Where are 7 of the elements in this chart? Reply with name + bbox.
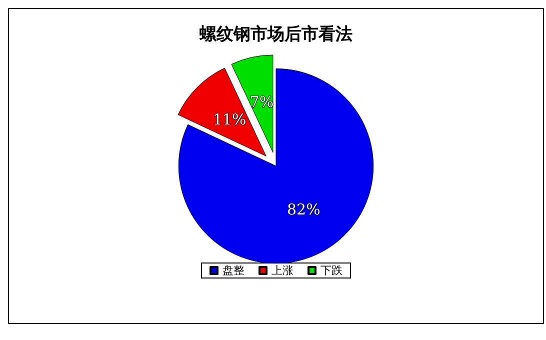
data-label: 7% <box>250 92 274 111</box>
data-label: 11% <box>212 110 246 129</box>
legend-label: 上涨 <box>272 264 294 277</box>
legend-label: 下跌 <box>320 264 342 277</box>
data-label: 82% <box>287 200 320 219</box>
legend-label: 盘整 <box>222 264 244 277</box>
chart-title: 螺纹钢市场后市看法 <box>198 24 352 44</box>
